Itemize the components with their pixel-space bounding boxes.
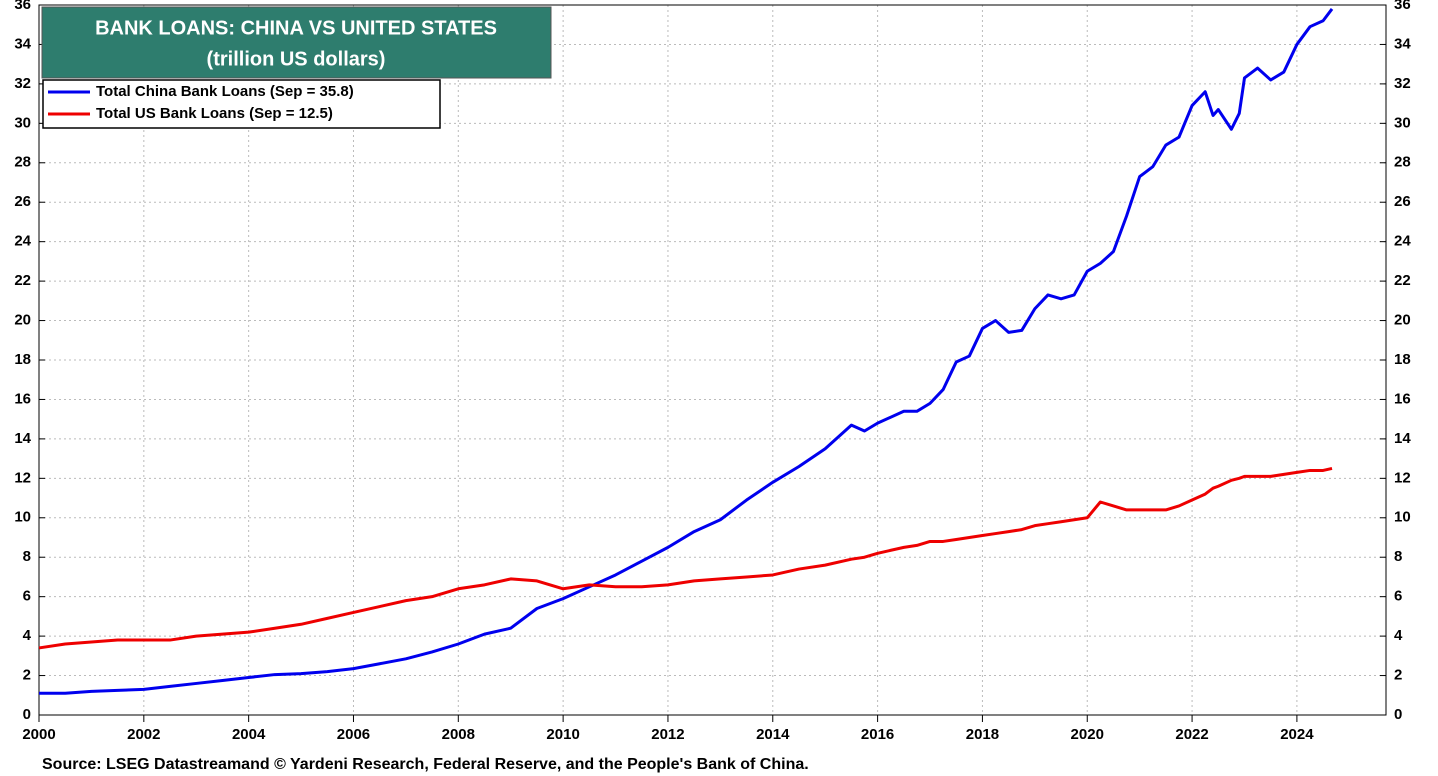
y2-tick-label: 6 xyxy=(1394,588,1402,605)
y-tick-label: 16 xyxy=(14,390,31,407)
x-tick-label: 2012 xyxy=(651,726,684,743)
legend: Total China Bank Loans (Sep = 35.8) Total… xyxy=(42,79,441,129)
y-tick-label: 4 xyxy=(23,627,32,644)
y-tick-label: 22 xyxy=(14,272,31,289)
y2-tick-label: 0 xyxy=(1394,706,1402,723)
y-tick-label: 0 xyxy=(23,706,31,723)
x-tick-label: 2020 xyxy=(1071,726,1104,743)
y2-tick-label: 22 xyxy=(1394,272,1411,289)
y-tick-label: 6 xyxy=(23,588,31,605)
x-tick-label: 2022 xyxy=(1175,726,1208,743)
y-tick-label: 18 xyxy=(14,351,31,368)
x-tick-label: 2016 xyxy=(861,726,894,743)
y-tick-label: 32 xyxy=(14,75,31,92)
y2-tick-label: 32 xyxy=(1394,75,1411,92)
y2-tick-label: 20 xyxy=(1394,312,1411,329)
y-tick-label: 12 xyxy=(14,469,31,486)
chart-subtitle: (trillion US dollars) xyxy=(207,48,386,70)
y-tick-label: 26 xyxy=(14,193,31,210)
plot-frame xyxy=(38,4,1387,716)
chart-title: BANK LOANS: CHINA VS UNITED STATES xyxy=(95,17,497,39)
y-tick-label: 28 xyxy=(14,154,31,171)
x-tick-label: 2010 xyxy=(546,726,579,743)
x-tick-label: 2004 xyxy=(232,726,266,743)
y-tick-label: 34 xyxy=(14,35,31,52)
y2-tick-label: 18 xyxy=(1394,351,1411,368)
y-tick-label: 30 xyxy=(14,114,31,131)
y-tick-label: 20 xyxy=(14,312,31,329)
y2-tick-label: 8 xyxy=(1394,548,1402,565)
x-tick-label: 2024 xyxy=(1280,726,1314,743)
y2-tick-label: 14 xyxy=(1394,430,1411,447)
y2-tick-label: 16 xyxy=(1394,390,1411,407)
y-tick-label: 2 xyxy=(23,667,31,684)
y2-tick-label: 24 xyxy=(1394,233,1411,250)
legend-label: Total US Bank Loans (Sep = 12.5) xyxy=(96,105,333,122)
x-tick-label: 2000 xyxy=(22,726,55,743)
series-line xyxy=(39,8,1334,695)
y2-tick-label: 10 xyxy=(1394,509,1411,526)
x-tick-label: 2006 xyxy=(337,726,370,743)
y-tick-label: 10 xyxy=(14,509,31,526)
y2-tick-label: 12 xyxy=(1394,469,1411,486)
x-tick-label: 2002 xyxy=(127,726,160,743)
y2-tick-label: 34 xyxy=(1394,35,1411,52)
y2-tick-label: 30 xyxy=(1394,114,1411,131)
series-line xyxy=(38,467,1333,650)
y2-tick-label: 28 xyxy=(1394,154,1411,171)
title-box xyxy=(41,6,552,79)
legend-label: Total China Bank Loans (Sep = 35.8) xyxy=(96,83,354,100)
x-tick-label: 2018 xyxy=(966,726,999,743)
y2-tick-label: 36 xyxy=(1394,0,1411,13)
y2-tick-label: 2 xyxy=(1394,667,1402,684)
source: Source: LSEG Datastreamand © Yardeni Res… xyxy=(42,756,809,773)
y2-tick-label: 4 xyxy=(1394,627,1403,644)
y-tick-label: 14 xyxy=(14,430,31,447)
y-tick-label: 24 xyxy=(14,233,31,250)
x-tick-label: 2008 xyxy=(442,726,475,743)
x-tick-label: 2014 xyxy=(756,726,790,743)
y-tick-label: 8 xyxy=(23,548,31,565)
legend-box xyxy=(42,79,441,129)
y-tick-label: 36 xyxy=(14,0,31,13)
y2-tick-label: 26 xyxy=(1394,193,1411,210)
